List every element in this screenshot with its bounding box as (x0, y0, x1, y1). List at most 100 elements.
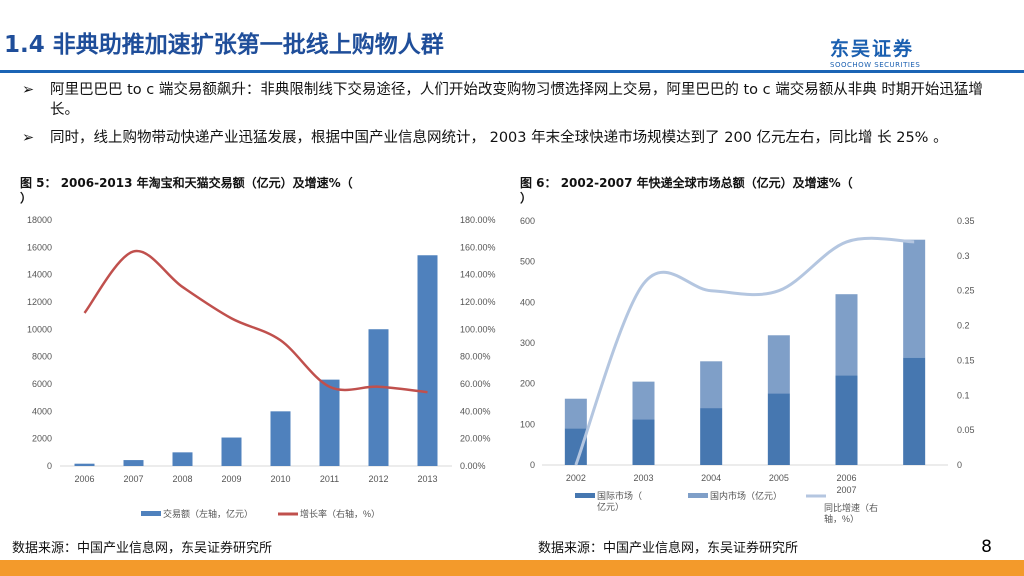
y-tick-label: 10000 (27, 324, 52, 334)
legend-label: 轴，%） (824, 513, 859, 524)
arrow-bullet-icon: ➢ (22, 130, 35, 146)
x-tick-label: 2005 (769, 473, 789, 483)
y2-tick-label: 0.00% (460, 461, 486, 471)
y2-tick-label: 140.00% (460, 270, 496, 280)
y2-tick-label: 0.25 (957, 286, 975, 296)
bullet-text: 阿里巴巴巴 to c 端交易额飙升：非典限制线下交易途径，人们开始改变购物习惯选… (50, 82, 983, 118)
bar (564, 428, 587, 465)
bar (270, 411, 291, 466)
page-number: 8 (981, 537, 992, 557)
bar (632, 419, 655, 465)
y2-tick-label: 80.00% (460, 352, 491, 362)
chart-2-title: 图 6： 2002-2007 年快递全球市场总额（亿元）及增速%（ ） (520, 176, 853, 205)
y2-tick-label: 0.35 (957, 216, 975, 226)
bar (767, 335, 790, 394)
y2-tick-label: 0.1 (957, 390, 970, 400)
x-tick-label: 2010 (270, 474, 290, 484)
x-tick-label: 2003 (633, 473, 653, 483)
logo: 东吴证券 SOOCHOW SECURITIES (830, 34, 920, 69)
y-tick-label: 500 (520, 257, 535, 267)
chart-2-source: 数据来源：中国产业信息网，东吴证券研究所 (538, 541, 799, 556)
chart-1-source: 数据来源：中国产业信息网，东吴证券研究所 (12, 541, 273, 556)
legend-label: 国内市场（亿元） (710, 490, 782, 501)
y-tick-label: 200 (520, 379, 535, 389)
chart-1: 0 2000 4000 6000 8000 10000 12000 14000 16000 180… (27, 215, 496, 519)
bar (417, 255, 438, 466)
bar (123, 460, 144, 466)
x-tick-label: 2009 (221, 474, 241, 484)
bar (172, 452, 193, 466)
bar (74, 463, 95, 466)
y2-tick-label: 60.00% (460, 379, 491, 389)
x-tick-label: 2002 (566, 473, 586, 483)
bar (903, 357, 926, 465)
y-tick-label: 12000 (27, 297, 52, 307)
bar (368, 329, 389, 466)
x-tick-label: 2006 (74, 474, 94, 484)
x-tick-label: 2011 (320, 474, 339, 484)
y-tick-label: 0 (530, 460, 535, 470)
y-tick-label: 14000 (27, 270, 52, 280)
y-tick-label: 100 (520, 419, 535, 429)
y-tick-label: 0 (47, 461, 52, 471)
bar (835, 294, 858, 376)
chart-2: 0 100 200 300 400 500 600 0 0.05 0.1 0.15 0.2 0.25 0.… (520, 216, 975, 524)
bar (564, 398, 587, 429)
y-tick-label: 16000 (27, 242, 52, 252)
y-tick-label: 8000 (32, 352, 52, 362)
y-tick-label: 6000 (32, 379, 52, 389)
bar (632, 381, 655, 420)
legend-label: 增长率（右轴，%） (300, 508, 380, 519)
bar (221, 437, 242, 466)
x-tick-label: 2008 (172, 474, 192, 484)
header-divider (0, 70, 1024, 73)
bar (700, 408, 723, 465)
bar (835, 375, 858, 465)
chart-1-title: 图 5： 2006-2013 年淘宝和天猫交易额（亿元）及增速%（ ） (20, 176, 353, 205)
x-tick-label: 2013 (417, 474, 437, 484)
bar (903, 239, 926, 358)
legend-label: 交易额（左轴，亿元） (163, 508, 253, 519)
arrow-bullet-icon: ➢ (22, 82, 35, 98)
y2-tick-label: 40.00% (460, 406, 491, 416)
bullet-1: ➢ 阿里巴巴巴 to c 端交易额飙升：非典限制线下交易途径，人们开始改变购物习… (22, 80, 1002, 120)
y-tick-label: 2000 (32, 434, 52, 444)
bar (767, 393, 790, 465)
x-tick-label: 2004 (701, 473, 721, 483)
y2-tick-label: 0.05 (957, 425, 975, 435)
x-tick-label: 2006 (836, 473, 856, 483)
y-tick-label: 600 (520, 216, 535, 226)
footer-bar (0, 560, 1024, 576)
y2-tick-label: 160.00% (460, 242, 496, 252)
y2-tick-label: 20.00% (460, 434, 491, 444)
bullet-text: 同时，线上购物带动快递产业迅猛发展，根据中国产业信息网统计， 2003 年末全球… (50, 130, 948, 146)
legend-swatch (141, 511, 161, 516)
legend-label: 亿元） (597, 501, 624, 512)
page-title: 1.4 非典助推加速扩张第一批线上购物人群 (4, 32, 444, 58)
legend-swatch (688, 493, 708, 498)
y-tick-label: 300 (520, 338, 535, 348)
growth-line (574, 236, 915, 466)
growth-line (83, 249, 428, 394)
y2-tick-label: 100.00% (460, 324, 496, 334)
y-tick-label: 400 (520, 297, 535, 307)
x-tick-label: 2007 (836, 485, 856, 495)
bar (319, 379, 340, 466)
x-tick-label: 2012 (368, 474, 388, 484)
legend-label: 国际市场（ (597, 490, 642, 501)
logo-subtext: SOOCHOW SECURITIES (830, 61, 921, 69)
bar (700, 361, 723, 409)
legend-swatch (575, 493, 595, 498)
legend-label: 同比增速（右 (824, 502, 878, 513)
y2-tick-label: 180.00% (460, 215, 496, 225)
bullet-2: ➢ 同时，线上购物带动快递产业迅猛发展，根据中国产业信息网统计， 2003 年末… (22, 128, 1002, 148)
y-tick-label: 18000 (27, 215, 52, 225)
y2-tick-label: 0.15 (957, 355, 975, 365)
x-tick-label: 2007 (123, 474, 143, 484)
y2-tick-label: 0.3 (957, 251, 970, 261)
y2-tick-label: 0 (957, 460, 962, 470)
y-tick-label: 4000 (32, 406, 52, 416)
y2-tick-label: 0.2 (957, 321, 970, 331)
y2-tick-label: 120.00% (460, 297, 496, 307)
logo-text: 东吴证券 (830, 38, 915, 60)
